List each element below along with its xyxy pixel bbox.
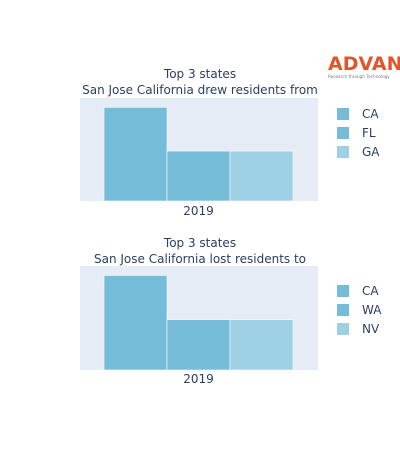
chart-title-line-2: San Jose California lost residents to: [94, 252, 306, 266]
chart-2: Top 3 states San Jose California lost res…: [80, 236, 382, 386]
legend-label-ga: GA: [362, 145, 380, 159]
x-tick-label: 2019: [183, 204, 214, 218]
legend-label-wa: WA: [362, 303, 382, 317]
bar-fl: [166, 150, 231, 202]
legend-swatch-ca: [337, 108, 349, 120]
legend: CA FL GA: [337, 107, 380, 159]
bar-ca: [103, 275, 168, 371]
bar-nv: [229, 319, 294, 371]
chart-1: Top 3 states San Jose California drew res…: [80, 67, 380, 218]
bar-wa: [166, 319, 231, 371]
bar-ga: [229, 150, 294, 202]
chart-title-line-1: Top 3 states: [163, 67, 236, 81]
legend-swatch-wa: [337, 304, 349, 316]
chart-title-line-1: Top 3 states: [163, 236, 236, 250]
chart-title-line-2: San Jose California drew residents from: [82, 83, 318, 97]
legend-swatch-ga: [337, 146, 349, 158]
logo: ADVAN Research through Technology: [328, 53, 400, 79]
logo-name: ADVAN: [328, 53, 400, 75]
x-tick-label: 2019: [183, 372, 214, 386]
logo-tagline: Research through Technology: [328, 74, 390, 79]
legend-swatch-ca: [337, 285, 349, 297]
legend-swatch-nv: [337, 323, 349, 335]
legend-label-ca: CA: [362, 284, 379, 298]
bar-ca: [103, 107, 168, 202]
legend-label-fl: FL: [362, 126, 376, 140]
legend-label-nv: NV: [362, 322, 380, 336]
legend: CA WA NV: [337, 284, 382, 336]
legend-label-ca: CA: [362, 107, 379, 121]
legend-swatch-fl: [337, 127, 349, 139]
